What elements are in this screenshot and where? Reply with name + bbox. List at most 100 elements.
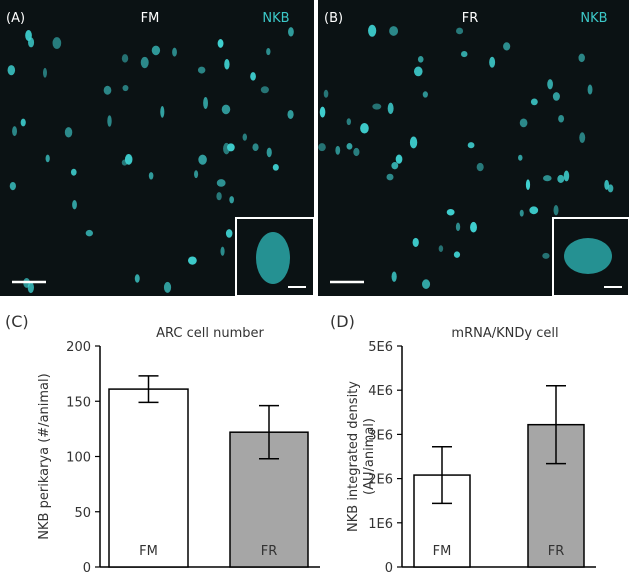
cell bbox=[455, 222, 461, 232]
cell bbox=[530, 98, 538, 106]
cell bbox=[412, 237, 419, 247]
panel-label: (D) bbox=[330, 312, 355, 331]
cell bbox=[470, 221, 477, 233]
cell bbox=[203, 97, 208, 109]
cell bbox=[229, 196, 235, 204]
chart-title: mRNA/KNDy cell bbox=[451, 326, 558, 341]
stain-label: NKB bbox=[262, 11, 289, 26]
cell bbox=[489, 56, 496, 68]
cell bbox=[607, 184, 614, 193]
error-bar bbox=[259, 404, 279, 460]
cell bbox=[318, 143, 326, 152]
cell bbox=[225, 229, 233, 238]
cell bbox=[148, 172, 154, 180]
cell bbox=[543, 175, 552, 182]
cell bbox=[42, 67, 47, 78]
y-tick-label: 1E6 bbox=[368, 517, 393, 532]
cell bbox=[553, 205, 559, 216]
cell bbox=[579, 132, 586, 144]
cell bbox=[372, 103, 382, 110]
cell bbox=[323, 89, 329, 98]
cell bbox=[453, 251, 461, 258]
cell bbox=[121, 159, 128, 166]
y-tick-label: 200 bbox=[66, 340, 91, 355]
micrograph: (A) FM NKB bbox=[0, 0, 315, 297]
y-tick-label: 2E6 bbox=[368, 473, 393, 488]
cell bbox=[558, 114, 565, 123]
cell bbox=[422, 279, 431, 289]
cell bbox=[503, 42, 511, 51]
cell bbox=[587, 84, 593, 95]
category-label: FR bbox=[261, 544, 278, 559]
cell bbox=[387, 102, 394, 115]
cell bbox=[467, 142, 475, 149]
cell bbox=[217, 39, 224, 48]
cell bbox=[151, 45, 161, 56]
cell bbox=[223, 142, 230, 155]
cell bbox=[518, 154, 523, 161]
cell bbox=[272, 163, 279, 171]
cell bbox=[72, 200, 77, 210]
cell bbox=[45, 154, 50, 163]
cell bbox=[389, 26, 399, 36]
cell bbox=[12, 126, 18, 137]
y-tick-label: 5E6 bbox=[368, 340, 393, 355]
cell bbox=[604, 179, 610, 190]
cell bbox=[172, 47, 177, 57]
y-tick-label: 3E6 bbox=[368, 428, 393, 443]
cell bbox=[134, 274, 140, 283]
cell bbox=[250, 72, 256, 81]
condition-label: FM bbox=[141, 11, 160, 26]
cell bbox=[557, 174, 565, 183]
cell bbox=[288, 27, 294, 37]
y-tick-label: 100 bbox=[66, 451, 91, 466]
cell bbox=[529, 206, 539, 215]
category-label: FM bbox=[433, 544, 452, 559]
cell bbox=[163, 281, 172, 293]
cell bbox=[224, 58, 230, 70]
cell bbox=[391, 162, 399, 170]
cell bbox=[20, 118, 26, 127]
chart-title: ARC cell number bbox=[156, 326, 264, 341]
cell bbox=[563, 170, 570, 182]
cell bbox=[438, 245, 444, 253]
cell bbox=[103, 85, 112, 95]
stain-label: NKB bbox=[580, 11, 607, 26]
cell bbox=[266, 147, 272, 158]
y-axis-label: (AU/animal) bbox=[362, 418, 377, 495]
cell bbox=[368, 24, 377, 37]
cell bbox=[353, 147, 360, 157]
cell bbox=[122, 84, 129, 92]
cell bbox=[346, 118, 352, 126]
cell bbox=[287, 109, 294, 119]
cell bbox=[519, 209, 524, 217]
cell bbox=[417, 55, 424, 63]
cell bbox=[216, 179, 226, 187]
cell bbox=[25, 29, 32, 41]
cell bbox=[220, 246, 225, 256]
cell bbox=[446, 208, 455, 216]
cell bbox=[140, 56, 149, 69]
cell bbox=[413, 66, 423, 77]
cell bbox=[552, 92, 560, 101]
cell bbox=[7, 65, 16, 76]
cell bbox=[346, 143, 353, 150]
cell bbox=[409, 136, 418, 149]
cell bbox=[360, 122, 369, 134]
error-bar bbox=[546, 385, 566, 465]
cell bbox=[547, 79, 553, 90]
cell bbox=[260, 86, 269, 94]
cell bbox=[266, 47, 271, 56]
cell bbox=[519, 118, 528, 128]
y-tick-label: 4E6 bbox=[368, 384, 393, 399]
cell bbox=[542, 252, 550, 259]
cell bbox=[391, 271, 397, 282]
cell bbox=[216, 192, 222, 201]
y-tick-label: 0 bbox=[385, 561, 393, 574]
cell bbox=[242, 133, 248, 141]
cell bbox=[335, 145, 341, 155]
cell bbox=[319, 106, 326, 118]
y-tick-label: 150 bbox=[66, 395, 91, 410]
cell bbox=[107, 115, 112, 127]
